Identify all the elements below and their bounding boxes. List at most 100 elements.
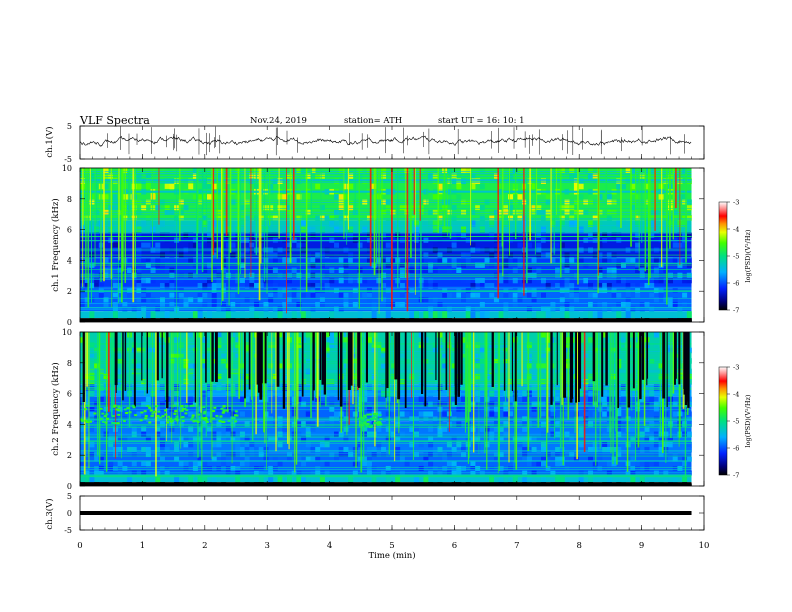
spectrogram-cell: [555, 456, 561, 462]
spectrogram-cell: [282, 199, 288, 205]
spectrogram-noise: [113, 422, 117, 425]
spectrogram-noise: [169, 417, 173, 420]
spectrogram-cell: [188, 242, 194, 248]
spectrogram-cell: [644, 183, 650, 190]
spectrogram-cell: [324, 215, 330, 221]
spectrogram-cell: [498, 257, 504, 263]
spectrogram-cell: [319, 282, 325, 289]
spectrogram-cell: [230, 436, 236, 443]
spectrogram-cell: [315, 282, 321, 289]
spectrogram-cell: [493, 475, 499, 483]
spectrogram-noise: [218, 420, 222, 423]
spectrogram-cell: [602, 396, 608, 402]
spectrogram-cell: [578, 441, 584, 448]
spectrogram-cell: [164, 199, 170, 205]
spectrogram-noise: [166, 421, 170, 424]
spectrogram-noise: [105, 413, 109, 416]
spectrogram-cell: [239, 452, 245, 458]
spectrogram-cell: [522, 232, 528, 238]
spectrogram-cell: [390, 204, 396, 211]
spectrogram-cell: [635, 436, 641, 443]
spectrogram-cell: [141, 465, 147, 471]
spectrogram-cell: [611, 292, 617, 298]
spectrogram-cell: [348, 257, 354, 263]
spectrogram-cell: [136, 363, 142, 369]
spectrogram-cell: [423, 267, 429, 274]
spectrogram-noise: [234, 420, 238, 423]
spectrogram-cell: [282, 194, 288, 200]
spectrogram-cell: [564, 199, 570, 205]
spectrogram-cell: [272, 232, 278, 238]
spectrogram-cell: [672, 456, 678, 462]
spectrogram-cell: [602, 446, 608, 453]
spectrogram-patch: [375, 412, 379, 415]
spectrogram-cell: [686, 311, 692, 319]
spectrogram-cell: [404, 358, 410, 364]
spectrogram-cell: [588, 282, 594, 289]
spectrogram-cell: [442, 363, 448, 369]
spectrogram-cell: [366, 446, 372, 453]
spectrogram-cell: [564, 267, 570, 274]
spectrogram-patch: [376, 423, 380, 426]
spectrogram-cell: [249, 475, 255, 483]
spectrogram-cell: [376, 401, 382, 407]
spectrogram-cell: [178, 342, 184, 349]
spectrogram-cell: [296, 470, 302, 476]
spectrogram-cell: [324, 441, 330, 448]
spectrogram-cell: [188, 332, 194, 338]
spectrogram-cell: [192, 168, 198, 174]
spectrogram-cell: [305, 257, 311, 263]
spectrogram-cell: [451, 199, 457, 205]
spectrogram-cell: [385, 396, 391, 402]
spectrogram-cell: [310, 446, 316, 453]
spectrogram-cell: [319, 401, 325, 407]
spectrogram-cell: [512, 461, 518, 467]
spectrogram-cell: [611, 446, 617, 453]
spectrogram-cell: [531, 363, 537, 369]
spectrogram-cell: [343, 215, 349, 221]
spectrogram-cell: [305, 411, 311, 417]
spectrogram-patch: [363, 414, 367, 417]
ch2-spectrogram-heatmap: [80, 332, 692, 486]
spectrogram-cell: [635, 342, 641, 349]
ch2-colorbar: -3-4-5-6-7 log(PSD)(V²/Hz): [718, 364, 752, 480]
spectrogram-cell: [230, 411, 236, 417]
spectrogram-cell: [630, 461, 636, 467]
spectrogram-cell: [470, 358, 476, 364]
spectrogram-cell: [164, 183, 170, 190]
spectrogram-cell: [550, 220, 556, 227]
spectrogram-cell: [531, 292, 537, 298]
spectrogram-cell: [324, 470, 330, 476]
spectrogram-cell: [343, 426, 349, 432]
spectrogram-cell: [522, 379, 528, 385]
spectrogram-cell: [649, 436, 655, 443]
spectrogram-cell: [286, 247, 292, 253]
spectrogram-cell: [301, 352, 307, 359]
spectrogram-cell: [221, 282, 227, 289]
spectrogram-cell: [644, 465, 650, 471]
spectrogram-cell: [682, 242, 688, 248]
spectrogram-cell: [84, 215, 90, 221]
spectrogram-cell: [653, 452, 659, 458]
spectrogram-cell: [296, 215, 302, 221]
spectrogram-cell: [423, 282, 429, 289]
spectrogram-cell: [244, 342, 250, 349]
spectrogram-noise: [222, 409, 226, 412]
spectrogram-cell: [159, 401, 165, 407]
spectrogram-cell: [352, 373, 358, 380]
spectrogram-cell: [254, 301, 260, 307]
spectrogram-cell: [616, 168, 622, 174]
spectrogram-cell: [103, 297, 109, 303]
spectrogram-cell: [258, 470, 264, 476]
spectrogram-cell: [98, 456, 104, 462]
spectrogram-noise: [143, 410, 147, 413]
spectrogram-cell: [545, 199, 551, 205]
spectrogram-cell: [258, 475, 264, 483]
spectrogram-cell: [174, 441, 180, 448]
spectrogram-cell: [188, 401, 194, 407]
spectrogram-cell: [112, 204, 118, 211]
spectrogram-cell: [588, 373, 594, 380]
spectrogram-cell: [141, 297, 147, 303]
spectrogram-noise: [205, 420, 209, 423]
spectrogram-cell: [183, 297, 189, 303]
